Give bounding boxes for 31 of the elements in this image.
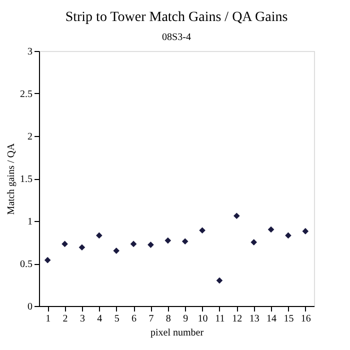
point (268, 226, 274, 233)
y-tick-label: 1 (28, 216, 32, 228)
x-tick-label: 13 (249, 314, 260, 324)
y-tick-label: 0 (28, 302, 32, 312)
x-tick-label: 11 (215, 314, 225, 324)
y-tick-label: 1.5 (20, 174, 32, 185)
y-tick-label: 2 (28, 132, 32, 142)
x-tick-label: 15 (284, 314, 294, 324)
x-tick-label: 6 (132, 314, 137, 324)
x-axis-title: pixel number (150, 328, 204, 338)
point (199, 227, 206, 234)
y-tick-label: 0.5 (20, 259, 32, 270)
x-tick-label: 7 (148, 314, 154, 324)
y-tick-label: 3 (28, 46, 32, 58)
x-tick-label: 8 (166, 314, 171, 324)
x-tick-label: 14 (266, 314, 277, 324)
x-tick-label: 10 (198, 314, 208, 324)
x-tick-label: 12 (232, 314, 242, 324)
x-tick-label: 4 (97, 314, 102, 324)
chart-subtitle: 08S3-4 (162, 32, 191, 43)
x-tick-label: 3 (80, 314, 85, 324)
x-tick-label: 5 (114, 314, 120, 324)
point (78, 244, 86, 251)
x-tick-label: 16 (300, 314, 311, 324)
x-tick-label: 2 (62, 314, 68, 324)
y-axis-title: Match gains / QA (6, 142, 17, 215)
chart-title: Strip to Tower Match Gains / QA Gains (65, 10, 288, 25)
point (164, 237, 172, 244)
x-tick-label: 1 (46, 314, 51, 324)
x-tick-label: 9 (183, 314, 188, 324)
y-tick-label: 2.5 (20, 89, 32, 100)
